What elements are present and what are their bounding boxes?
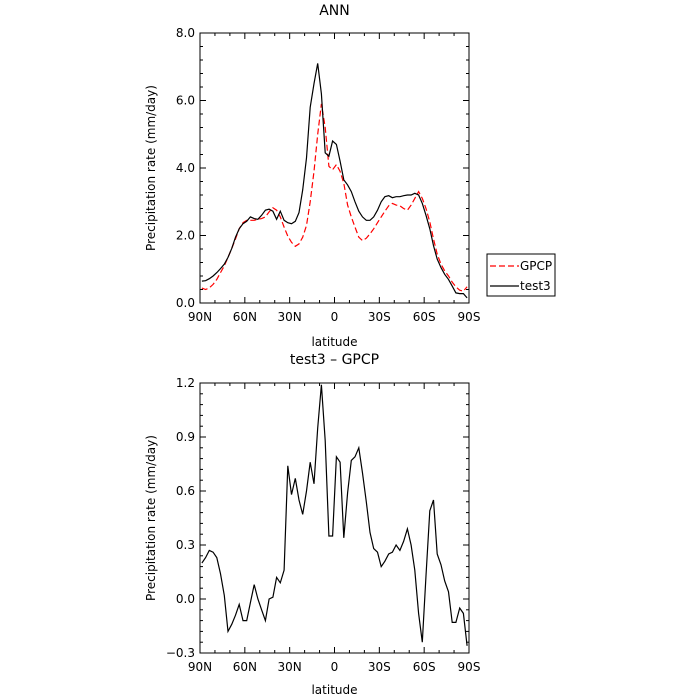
x-axis-label: latitude bbox=[311, 683, 357, 697]
y-axis-label: Precipitation rate (mm/day) bbox=[144, 85, 158, 251]
x-tick-label: 90S bbox=[458, 310, 481, 324]
y-axis-label: Precipitation rate (mm/day) bbox=[144, 435, 158, 601]
x-tick-label: 0 bbox=[331, 310, 339, 324]
y-tick-label: 0.9 bbox=[176, 430, 195, 444]
x-tick-label: 90S bbox=[458, 660, 481, 674]
y-tick-label: −0.3 bbox=[166, 646, 195, 660]
y-tick-label: 8.0 bbox=[176, 26, 195, 40]
x-tick-label: 60N bbox=[233, 660, 257, 674]
x-tick-label: 90N bbox=[188, 660, 212, 674]
legend-box bbox=[486, 253, 556, 297]
y-tick-label: 1.2 bbox=[176, 376, 195, 390]
series-line-gpcp bbox=[201, 103, 468, 292]
legend-label-test3: test3 bbox=[520, 279, 551, 293]
y-axis-ticks: 0.0 2.0 4.0 6.0 8.0 bbox=[176, 26, 469, 310]
x-tick-label: 30N bbox=[278, 310, 302, 324]
x-tick-label: 90N bbox=[188, 310, 212, 324]
series-line-test3 bbox=[201, 63, 468, 299]
x-tick-label: 30S bbox=[368, 310, 391, 324]
plot-frame bbox=[199, 382, 470, 654]
chart-difference: test3 – GPCP 90N 60N 30N 0 30S 60S 90S −0.3 0.0 0.… bbox=[144, 352, 480, 697]
x-tick-label: 60S bbox=[413, 310, 436, 324]
chart-annual-mean: ANN 90N 60N 30N 0 30S 60S 90S 0.0 2.0 4.0 6.0 8.0 lat… bbox=[144, 3, 556, 349]
y-axis-ticks: −0.3 0.0 0.3 0.6 0.9 1.2 bbox=[166, 376, 469, 660]
x-axis-label: latitude bbox=[311, 335, 357, 349]
x-tick-label: 30N bbox=[278, 660, 302, 674]
x-tick-label: 30S bbox=[368, 660, 391, 674]
y-tick-label: 0.3 bbox=[176, 538, 195, 552]
y-tick-label: 4.0 bbox=[176, 161, 195, 175]
x-axis-ticks: 90N 60N 30N 0 30S 60S 90S bbox=[188, 33, 481, 324]
legend: GPCP test3 bbox=[486, 253, 556, 297]
x-tick-label: 0 bbox=[331, 660, 339, 674]
chart-title: ANN bbox=[319, 3, 350, 19]
legend-label-gpcp: GPCP bbox=[520, 259, 552, 273]
y-tick-label: 0.0 bbox=[176, 592, 195, 606]
x-tick-label: 60N bbox=[233, 310, 257, 324]
series-line-difference bbox=[201, 384, 468, 646]
y-tick-label: 0.0 bbox=[176, 296, 195, 310]
y-tick-label: 0.6 bbox=[176, 484, 195, 498]
x-tick-label: 60S bbox=[413, 660, 436, 674]
x-axis-ticks: 90N 60N 30N 0 30S 60S 90S bbox=[188, 383, 481, 674]
y-tick-label: 2.0 bbox=[176, 229, 195, 243]
chart-title: test3 – GPCP bbox=[290, 352, 379, 368]
y-tick-label: 6.0 bbox=[176, 94, 195, 108]
